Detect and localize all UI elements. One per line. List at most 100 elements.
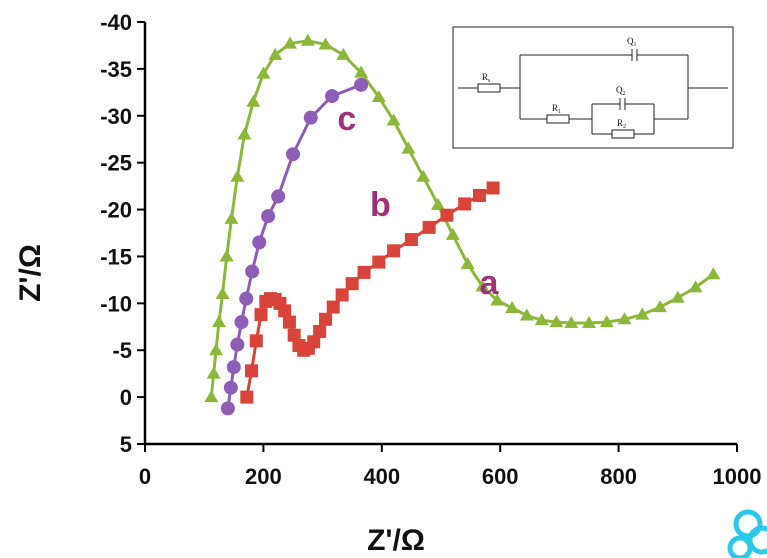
equivalent-circuit-inset: Rs Q1 Q2 R1 R2 [452,26,734,149]
data-point [246,94,261,107]
data-point [212,315,226,328]
x-axis-title: Z'/Ω [367,524,425,557]
data-point [519,308,534,321]
data-point [440,208,454,222]
series-c [220,77,369,416]
data-point [204,390,219,403]
data-point [223,380,238,395]
data-point [283,36,298,49]
data-point [226,360,241,375]
x-tick-label: 1000 [713,464,762,489]
x-tick-label: 400 [363,464,400,489]
y-tick-label: -20 [100,198,132,223]
data-point [706,267,721,280]
label-r1: R1 [552,103,561,115]
data-point [303,110,318,125]
data-point [234,315,249,330]
x-tick-label: 200 [245,464,282,489]
data-point [422,220,436,234]
data-point [345,277,359,291]
label-q1: Q1 [627,36,637,48]
data-point [325,89,340,104]
y-tick-label: -5 [112,338,132,363]
data-point [313,324,327,338]
data-point [387,244,401,258]
data-point [582,316,596,329]
data-point [505,301,520,314]
resistor-r1 [546,114,570,124]
data-point [354,65,369,78]
data-point [300,33,315,46]
data-point [372,255,386,269]
data-point [249,334,263,348]
data-point [271,189,286,204]
data-point [287,328,301,342]
data-point [534,313,549,326]
data-point [318,37,333,50]
data-point [416,169,431,182]
data-point [386,113,401,126]
data-point [472,188,486,202]
watermark-logo [727,509,767,558]
data-point [230,337,245,352]
data-point [445,227,460,240]
x-tick-label: 600 [482,464,519,489]
data-point [688,280,703,293]
data-point [653,300,668,313]
data-point [336,47,351,60]
data-point [401,141,416,154]
data-point [252,235,267,250]
data-point [319,312,333,326]
data-point [261,209,276,224]
resistor-r2 [611,129,635,139]
data-point [617,312,632,325]
data-point [307,335,321,349]
data-point [245,364,259,378]
resistor-rs [477,83,501,93]
data-point [286,147,300,162]
data-point [335,288,349,302]
data-point [282,315,296,329]
data-point [256,66,271,79]
series-label-a: a [479,264,499,302]
series-labels: a b c [337,100,499,302]
data-point [209,343,224,356]
data-point [490,293,505,306]
data-point [670,290,685,303]
data-point [245,264,260,279]
data-point [215,286,230,299]
data-point [635,307,650,320]
y-tick-label: -25 [100,151,132,176]
label-rs: Rs [482,72,491,84]
series-layer [204,33,721,416]
data-point [220,401,235,416]
label-r2: R2 [617,118,626,130]
y-tick-label: 5 [120,432,132,457]
data-point [268,47,283,60]
y-tick-label: -30 [100,104,132,129]
data-point [240,390,254,404]
data-point [458,197,472,211]
data-point [549,315,564,328]
series-label-b: b [370,186,391,224]
x-tick-label: 0 [139,464,151,489]
y-tick-label: -40 [100,10,132,35]
data-point [326,300,340,314]
data-point [371,90,386,103]
series-b [240,181,500,404]
data-point [278,304,292,318]
data-point [239,291,254,306]
data-point [237,127,252,140]
data-point [254,308,268,322]
data-point [475,279,490,292]
data-point [230,169,245,182]
y-tick-label: 0 [120,385,132,410]
data-point [599,315,614,328]
data-point [564,316,579,329]
label-q2: Q2 [616,85,626,97]
data-point [431,197,446,210]
y-axis-title: Z'/Ω [14,244,47,302]
data-point [460,256,475,269]
